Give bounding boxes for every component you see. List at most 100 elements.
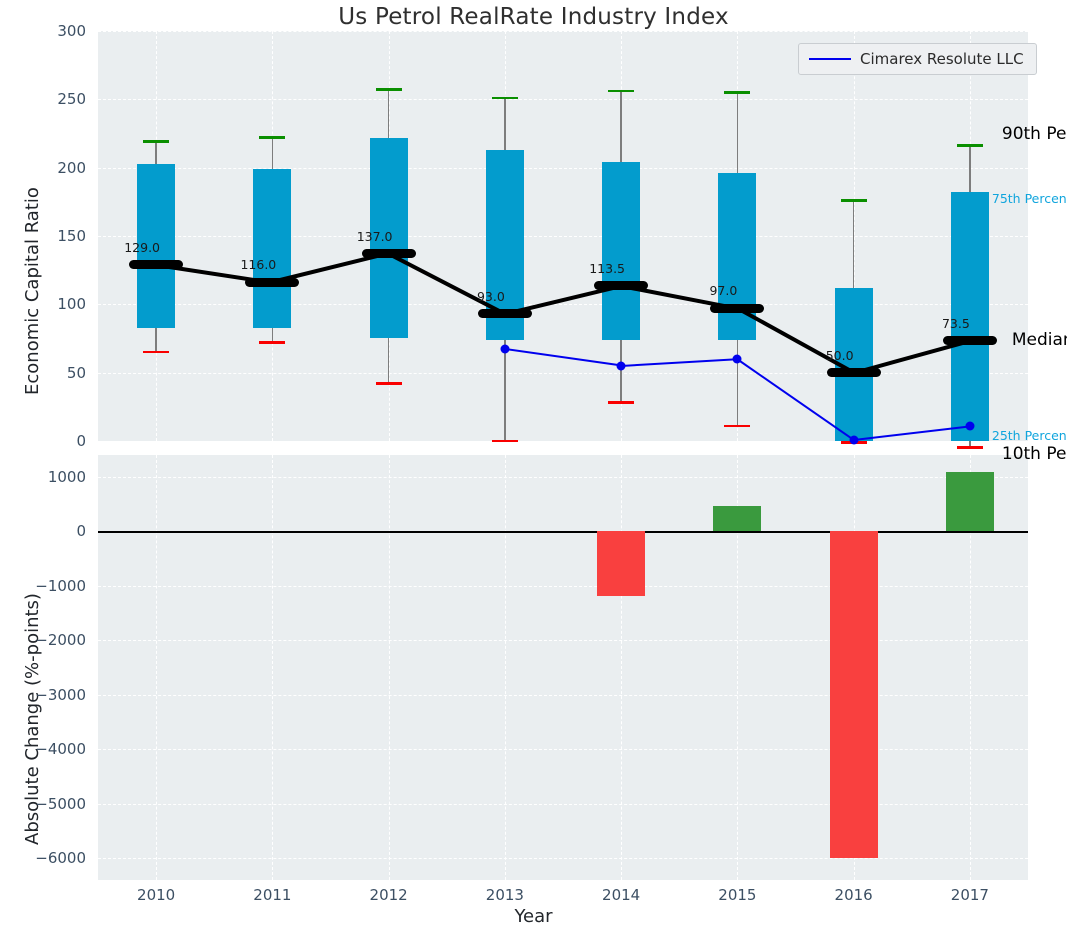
box-2014[interactable] [602,162,641,340]
gridline-y--3000 [98,694,1028,696]
gridline-y-50 [98,372,1028,374]
median-value-label-2014: 113.5 [589,260,626,276]
median-marker-2013[interactable] [477,309,532,319]
y-tick-top-200: 200 [57,158,86,177]
median-marker-2014[interactable] [594,281,649,291]
median-marker-2012[interactable] [361,249,416,259]
median-value-label-2011: 116.0 [240,257,277,273]
gridline-y--4000 [98,749,1028,751]
legend-line-icon [809,58,851,60]
gridline-y--5000 [98,803,1028,805]
x-tick-2015: 2015 [718,886,757,904]
median-value-label-2012: 137.0 [356,228,393,244]
y-tick-bottom--5000: −5000 [35,794,86,813]
y-tick-bottom--6000: −6000 [35,849,86,868]
industry-distribution-panel [98,31,1028,442]
annotation-75th-percentile: 75th Percentile [991,191,1067,207]
change-bar-2017[interactable] [945,472,994,532]
cap-10th-2015 [724,424,751,428]
y-tick-top-0: 0 [76,432,86,450]
box-2017[interactable] [950,192,989,441]
box-2011[interactable] [253,169,292,328]
box-2012[interactable] [369,137,408,339]
y-tick-bottom--3000: −3000 [35,685,86,704]
company-point-2016[interactable] [849,435,859,445]
gridline-x-2010 [156,455,158,880]
cap-90th-2016 [840,199,867,202]
x-tick-2017: 2017 [950,886,989,904]
median-value-label-2013: 93.0 [476,288,505,304]
median-marker-2011[interactable] [245,277,300,287]
chart-title: Us Petrol RealRate Industry Index [338,4,729,30]
median-value-label-2016: 50.0 [825,347,854,363]
x-tick-2012: 2012 [369,886,408,904]
gridline-x-2011 [272,455,274,880]
company-point-2017[interactable] [965,421,975,431]
annotation-median: Median [1011,329,1067,350]
median-value-label-2017: 73.5 [941,315,970,331]
median-value-label-2010: 129.0 [124,239,161,255]
company-point-2015[interactable] [732,354,742,364]
cap-90th-2013 [491,96,518,100]
gridline-x-2015 [737,455,739,880]
cap-90th-2017 [956,144,983,148]
cap-10th-2010 [143,350,170,354]
y-tick-bottom--2000: −2000 [35,631,86,650]
x-tick-2013: 2013 [485,886,524,904]
cap-90th-2010 [143,140,170,143]
gridline-y-100 [98,304,1028,306]
median-marker-2016[interactable] [826,368,881,378]
x-tick-2014: 2014 [602,886,641,904]
annotation-10th-percentile: 10th Percentile [1001,444,1067,465]
gridline-x-2014 [621,455,623,880]
cap-90th-2011 [259,136,286,139]
gridline-x-2017 [969,455,971,880]
x-axis-label: Year [514,906,553,927]
gridline-y-250 [98,99,1028,101]
company-point-2014[interactable] [616,361,626,371]
y-tick-bottom--1000: −1000 [35,576,86,595]
gridline-x-2012 [388,455,390,880]
median-marker-2010[interactable] [129,260,184,270]
gridline-y--2000 [98,640,1028,642]
y-tick-top-100: 100 [57,295,86,314]
gridline-y--6000 [98,858,1028,860]
median-marker-2015[interactable] [710,303,765,313]
cap-10th-2013 [491,439,518,443]
gridline-y--1000 [98,585,1028,587]
change-bar-2014[interactable] [597,531,646,596]
gridline-y-0 [98,441,1028,442]
y-tick-top-300: 300 [57,22,86,40]
cap-10th-2011 [259,341,286,344]
change-bar-2015[interactable] [713,506,762,532]
annotation-25th-percentile: 25th Percentile [991,428,1067,443]
gridline-y-150 [98,236,1028,237]
company-point-2013[interactable] [500,344,510,354]
x-tick-2010: 2010 [137,886,176,904]
cap-10th-2017 [956,446,983,450]
gridline-y-1000 [98,476,1028,478]
zero-line [98,531,1028,534]
legend-label: Cimarex Resolute LLC [860,50,1024,68]
y-tick-bottom--4000: −4000 [35,740,86,759]
y-tick-top-50: 50 [66,363,86,382]
annotation-90th-percentile: 90th Percentile [1001,124,1067,145]
box-2010[interactable] [137,163,176,328]
x-tick-2016: 2016 [834,886,873,904]
cap-10th-2014 [608,401,635,404]
median-value-label-2015: 97.0 [709,283,738,299]
gridline-y-300 [98,31,1028,32]
cap-90th-2012 [375,88,402,91]
change-bar-2016[interactable] [829,531,878,858]
cap-10th-2012 [375,382,402,385]
legend[interactable]: Cimarex Resolute LLC [798,43,1037,75]
gridline-x-2013 [504,455,506,880]
y-tick-bottom-1000: 1000 [47,467,86,486]
y-tick-top-150: 150 [57,227,86,245]
absolute-change-panel [98,455,1028,880]
cap-90th-2015 [724,91,751,94]
y-tick-top-250: 250 [57,90,86,109]
median-marker-2017[interactable] [942,336,997,346]
cap-90th-2014 [608,89,635,93]
